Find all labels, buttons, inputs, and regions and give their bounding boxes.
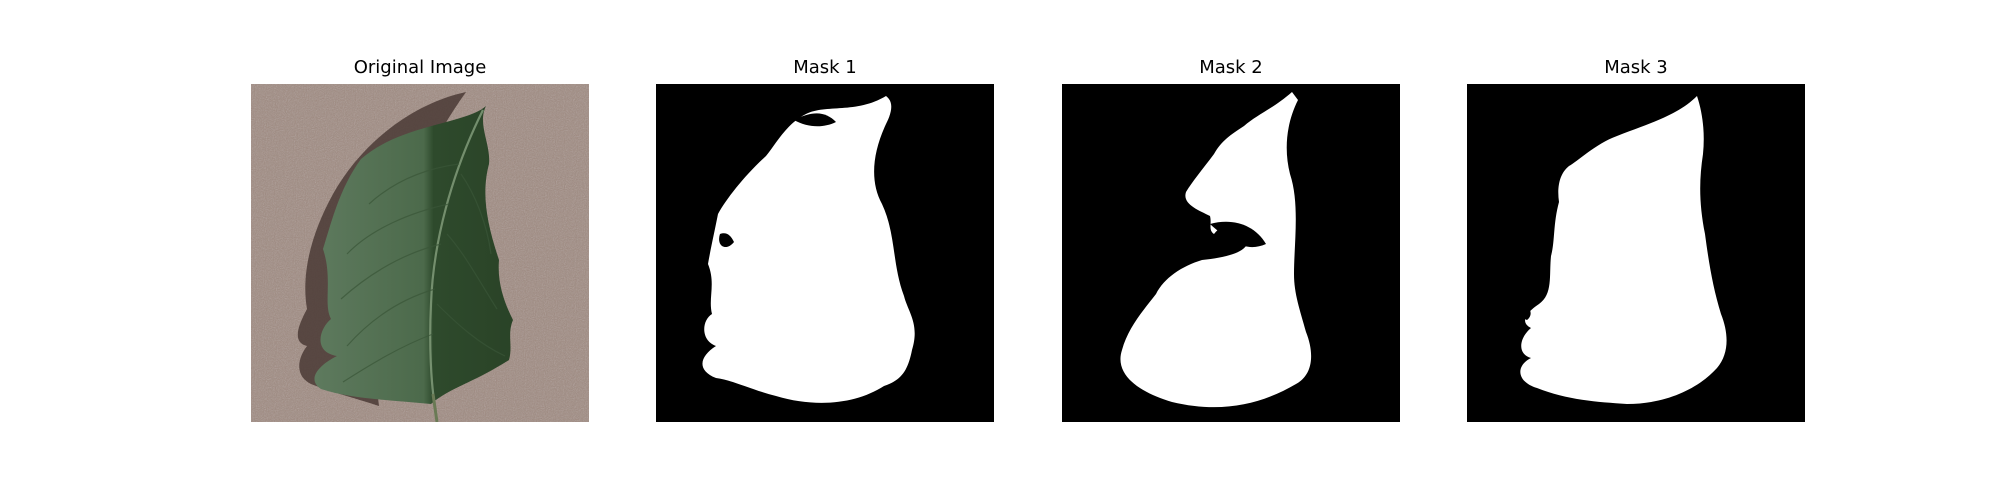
mask2-image	[1062, 84, 1400, 422]
panel-title-mask3: Mask 3	[1467, 57, 1805, 78]
panel-mask1: Mask 1	[656, 0, 994, 500]
panel-mask3: Mask 3	[1467, 0, 1805, 500]
panel-mask2: Mask 2	[1062, 0, 1400, 500]
panel-original: Original Image	[251, 0, 589, 500]
panel-title-original: Original Image	[251, 57, 589, 78]
mask3-image	[1467, 84, 1805, 422]
original-leaf-image	[251, 84, 589, 422]
panel-title-mask2: Mask 2	[1062, 57, 1400, 78]
panel-title-mask1: Mask 1	[656, 57, 994, 78]
mask1-image	[656, 84, 994, 422]
